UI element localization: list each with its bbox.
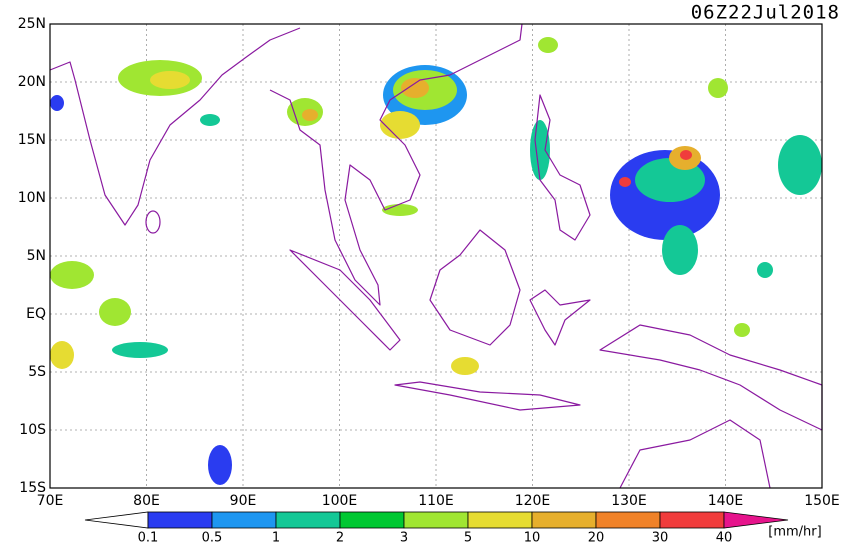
rain-patch <box>538 37 558 53</box>
x-tick-label: 110E <box>418 493 454 509</box>
rain-patch <box>99 298 131 326</box>
rain-patch <box>50 341 74 369</box>
rain-patch <box>734 323 750 337</box>
y-tick-label: 10S <box>19 422 46 438</box>
coastline <box>529 289 591 346</box>
map-area <box>49 23 823 489</box>
rain-patch <box>708 78 728 98</box>
colorbar-label: 1 <box>272 531 280 545</box>
rain-patch <box>401 78 429 98</box>
coastline <box>534 94 591 241</box>
map-title: 06Z22Jul2018 <box>691 2 840 24</box>
rain-patch <box>619 177 631 187</box>
coastline <box>289 249 401 351</box>
y-tick-label: 15S <box>19 480 46 496</box>
colorbar-label: 40 <box>716 531 733 545</box>
y-tick-label: 5N <box>27 248 46 264</box>
colorbar-box <box>275 511 341 529</box>
rain-patch <box>382 204 418 216</box>
coastline <box>269 23 523 306</box>
colorbar-label: 20 <box>588 531 605 545</box>
rain-patch <box>112 342 168 358</box>
coastlines <box>49 23 823 489</box>
rain-patch <box>50 261 94 289</box>
colorbar-label: 5 <box>464 531 472 545</box>
x-tick-label: 130E <box>611 493 647 509</box>
colorbar-under <box>84 511 149 529</box>
rain-patch <box>302 109 318 121</box>
coastline <box>145 210 161 234</box>
coastline <box>429 229 521 346</box>
precipitation <box>50 37 822 485</box>
map-border <box>49 23 823 489</box>
colorbar-label: 30 <box>652 531 669 545</box>
x-tick-label: 150E <box>804 493 840 509</box>
x-tick-label: 120E <box>515 493 551 509</box>
axis-labels: 70E 80E 90E 100E 110E 120E 130E 140E 150E 25N 20N 1… <box>18 16 840 509</box>
colorbar: 0.1 0.5 1 2 3 5 10 20 30 40 <box>84 511 789 546</box>
rain-patch <box>200 114 220 126</box>
rain-patch <box>451 357 479 375</box>
colorbar-box <box>147 511 213 529</box>
y-tick-label: 10N <box>18 190 46 206</box>
colorbar-box <box>467 511 533 529</box>
x-tick-label: 140E <box>708 493 744 509</box>
x-tick-label: 90E <box>230 493 257 509</box>
coastline <box>619 419 771 489</box>
colorbar-box <box>531 511 597 529</box>
colorbar-box <box>595 511 661 529</box>
rain-patch <box>50 95 64 111</box>
y-tick-label: EQ <box>26 306 46 322</box>
rain-patch <box>757 262 773 278</box>
colorbar-over <box>723 511 789 529</box>
y-tick-label: 25N <box>18 16 46 32</box>
colorbar-unit: [mm/hr] <box>768 525 821 540</box>
x-tick-label: 80E <box>133 493 160 509</box>
rain-patch <box>778 135 822 195</box>
rain-patch <box>150 71 190 89</box>
rain-patch <box>662 225 698 275</box>
colorbar-label: 10 <box>524 531 541 545</box>
x-tick-label: 100E <box>322 493 358 509</box>
rain-patch <box>680 150 692 160</box>
colorbar-label: 3 <box>400 531 408 545</box>
coastline <box>49 27 301 226</box>
colorbar-label: 0.1 <box>138 531 159 545</box>
colorbar-box <box>659 511 725 529</box>
colorbar-box <box>211 511 277 529</box>
colorbar-box <box>339 511 405 529</box>
y-tick-label: 15N <box>18 132 46 148</box>
rain-patch <box>530 120 550 180</box>
rain-patch <box>208 445 232 485</box>
coastline <box>394 381 581 411</box>
colorbar-box <box>403 511 469 529</box>
y-tick-label: 5S <box>28 364 46 380</box>
colorbar-label: 2 <box>336 531 344 545</box>
y-tick-label: 20N <box>18 74 46 90</box>
rain-patch <box>380 111 420 139</box>
colorbar-label: 0.5 <box>202 531 223 545</box>
x-tick-label: 70E <box>37 493 64 509</box>
